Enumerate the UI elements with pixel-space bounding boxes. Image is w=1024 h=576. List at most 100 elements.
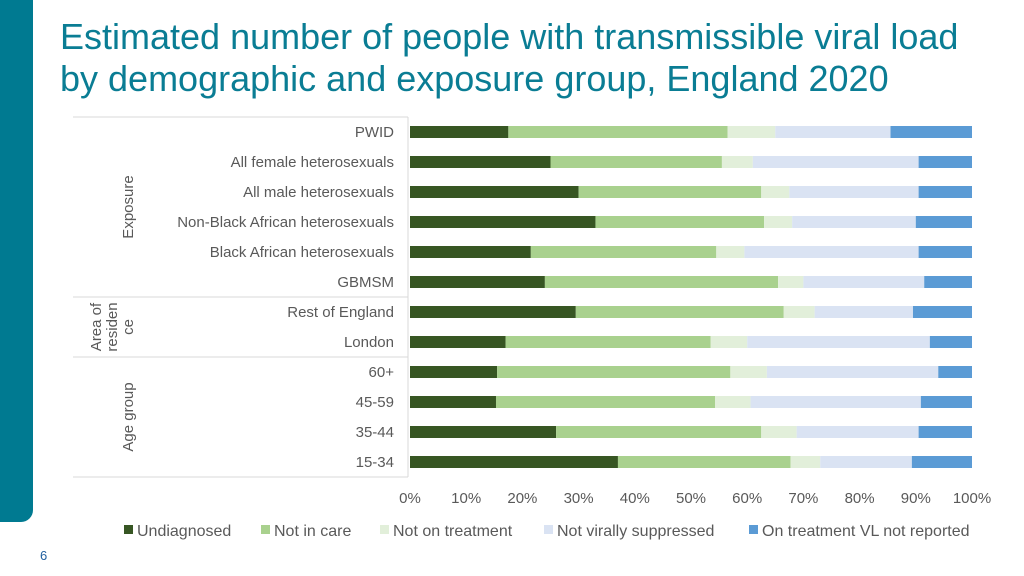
x-tick-label: 40% xyxy=(620,490,650,507)
bar-segment xyxy=(752,156,919,168)
bar-segment xyxy=(410,186,579,198)
bar-segment xyxy=(918,186,972,198)
bar-segment xyxy=(890,126,972,138)
category-label: 45-59 xyxy=(356,394,394,411)
bar-segment xyxy=(410,336,506,348)
bar-segment xyxy=(764,216,793,228)
bar-segment xyxy=(747,336,930,348)
bar-segment xyxy=(789,186,919,198)
group-label-line: Area of xyxy=(88,302,105,351)
bar-segment xyxy=(595,216,765,228)
bar-segment xyxy=(550,156,722,168)
bar-segment xyxy=(915,216,972,228)
bar-segment xyxy=(410,156,551,168)
bar-segment xyxy=(716,246,745,258)
bar-segment xyxy=(505,336,711,348)
bar-segment xyxy=(410,216,596,228)
bar-segment xyxy=(803,276,925,288)
x-tick-label: 100% xyxy=(953,490,991,507)
bar-segment xyxy=(924,276,972,288)
bar-segment xyxy=(727,126,776,138)
group-label-line: Exposure xyxy=(120,175,137,238)
bar-segment xyxy=(508,126,728,138)
category-label: Rest of England xyxy=(287,304,394,321)
legend-swatch xyxy=(124,525,133,534)
x-tick-label: 10% xyxy=(451,490,481,507)
bar-segment xyxy=(410,246,531,258)
bar-segment xyxy=(911,456,972,468)
category-label: PWID xyxy=(355,124,394,141)
group-label-line: ce xyxy=(120,319,137,335)
bar-segment xyxy=(761,186,790,198)
legend-label: Undiagnosed xyxy=(137,523,231,540)
bar-segment xyxy=(578,186,762,198)
bar-segment xyxy=(929,336,972,348)
bar-segment xyxy=(820,456,912,468)
category-label: All male heterosexuals xyxy=(243,184,394,201)
bar-segment xyxy=(410,306,576,318)
bar-segment xyxy=(495,396,716,408)
bar-segment xyxy=(775,126,891,138)
x-tick-label: 30% xyxy=(564,490,594,507)
bar-segment xyxy=(721,156,753,168)
bar-segment xyxy=(410,126,509,138)
legend-swatch xyxy=(544,525,553,534)
legend-label: Not on treatment xyxy=(393,523,513,540)
group-label-line: residen xyxy=(104,302,121,351)
category-label: London xyxy=(344,334,394,351)
page-number: 6 xyxy=(40,548,48,563)
bar-segment xyxy=(796,426,919,438)
x-tick-label: 90% xyxy=(901,490,931,507)
legend-label: Not in care xyxy=(274,523,351,540)
bar-segment xyxy=(918,246,972,258)
bar-segment xyxy=(410,366,498,378)
group-label: Exposure xyxy=(120,175,137,238)
x-tick-label: 0% xyxy=(399,490,421,507)
bar-segment xyxy=(920,396,972,408)
bar-segment xyxy=(814,306,913,318)
bar-segment xyxy=(918,426,972,438)
bar-segment xyxy=(766,366,939,378)
legend-label: Not virally suppressed xyxy=(557,523,714,540)
group-label: Area ofresidence xyxy=(88,302,137,352)
slide-title: Estimated number of people with transmis… xyxy=(60,16,1000,100)
category-label: Non-Black African heterosexuals xyxy=(177,214,394,231)
bar-segment xyxy=(918,156,972,168)
category-label: 60+ xyxy=(369,364,395,381)
bar-segment xyxy=(575,306,784,318)
bar-segment xyxy=(410,276,545,288)
category-label: GBMSM xyxy=(337,274,394,291)
group-label-line: Age group xyxy=(120,382,137,451)
category-label: 35-44 xyxy=(356,424,394,441)
group-label: Age group xyxy=(120,382,137,451)
x-tick-label: 70% xyxy=(788,490,818,507)
title-line-1: Estimated number of people with transmis… xyxy=(60,16,959,57)
x-tick-label: 60% xyxy=(732,490,762,507)
x-tick-label: 80% xyxy=(845,490,875,507)
title-line-2: by demographic and exposure group, Engla… xyxy=(60,58,889,99)
bar-segment xyxy=(410,456,618,468)
x-tick-label: 20% xyxy=(507,490,537,507)
bar-segment xyxy=(778,276,804,288)
bar-segment xyxy=(556,426,762,438)
bar-segment xyxy=(710,336,748,348)
category-label: All female heterosexuals xyxy=(231,154,394,171)
bar-segment xyxy=(730,366,767,378)
bar-segment xyxy=(617,456,791,468)
bar-segment xyxy=(497,366,731,378)
legend-label: On treatment VL not reported xyxy=(762,523,970,540)
bar-segment xyxy=(761,426,797,438)
bar-segment xyxy=(783,306,815,318)
category-label: Black African heterosexuals xyxy=(210,244,394,261)
bar-segment xyxy=(790,456,821,468)
bar-segment xyxy=(750,396,921,408)
bar-segment xyxy=(912,306,972,318)
side-accent-bar xyxy=(0,0,33,522)
bar-segment xyxy=(530,246,717,258)
x-tick-label: 50% xyxy=(676,490,706,507)
bar-segment xyxy=(410,396,496,408)
bar-segment xyxy=(544,276,779,288)
bar-segment xyxy=(744,246,919,258)
bar-segment xyxy=(792,216,916,228)
